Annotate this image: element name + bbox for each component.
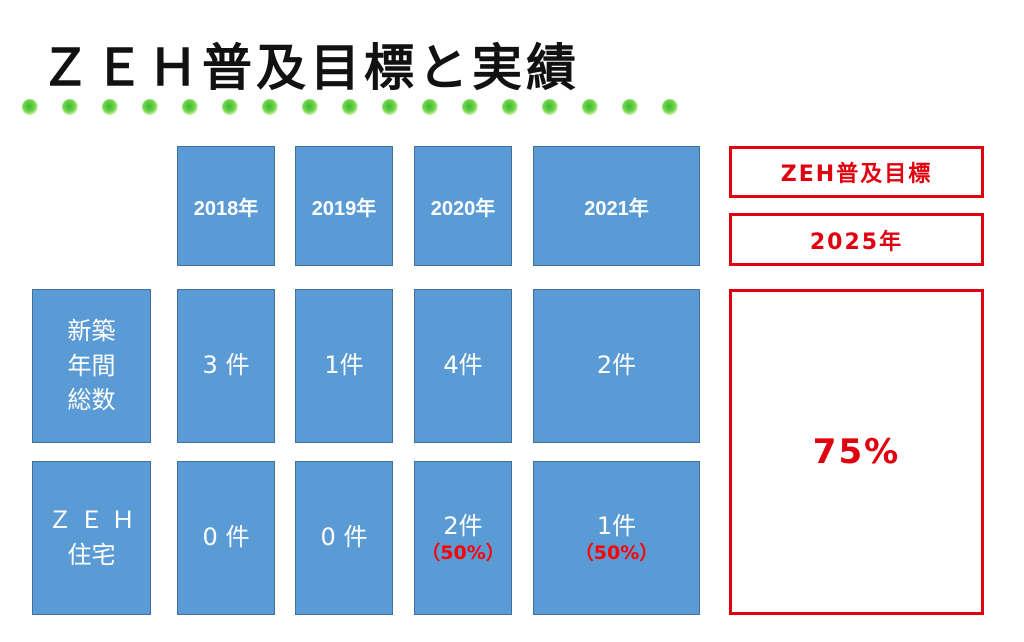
- new-builds-2019: 1件: [295, 289, 393, 443]
- target-heading-box: ZEH普及目標: [729, 146, 984, 198]
- count-value: 0 件: [202, 523, 250, 552]
- dotted-green-divider: [22, 96, 692, 120]
- year-header-label: 2021年: [584, 197, 649, 220]
- row-label-zeh-homes: Ｚ Ｅ Ｈ 住宅: [32, 461, 151, 615]
- year-header-2021: 2021年: [533, 146, 700, 266]
- zeh-homes-2020: 2件 （50%）: [414, 461, 512, 615]
- percentage-value: （50%）: [574, 542, 659, 565]
- year-header-2018: 2018年: [177, 146, 275, 266]
- count-value: 0 件: [320, 523, 368, 552]
- count-value: 2件: [443, 512, 483, 540]
- row-label-line: 住宅: [67, 541, 116, 569]
- row-label-line: 総数: [67, 386, 116, 415]
- year-header-2019: 2019年: [295, 146, 393, 266]
- target-rate-box: 75%: [729, 289, 984, 615]
- year-header-label: 2019年: [311, 197, 377, 220]
- zeh-homes-2018: 0 件: [177, 461, 275, 615]
- row-label-new-builds: 新築 年間 総数: [32, 289, 151, 443]
- year-header-label: 2020年: [430, 197, 496, 220]
- row-label-line: Ｚ Ｅ Ｈ: [47, 506, 136, 535]
- count-value: 3 件: [202, 351, 250, 380]
- year-header-2020: 2020年: [414, 146, 512, 266]
- target-heading: ZEH普及目標: [780, 162, 933, 187]
- year-header-label: 2018年: [193, 197, 259, 220]
- percentage-value: （50%）: [421, 542, 505, 565]
- new-builds-2021: 2件: [533, 289, 700, 443]
- row-label-line: 年間: [67, 351, 116, 380]
- count-value: 4件: [443, 351, 483, 380]
- target-year-box: 2025年: [729, 213, 984, 266]
- zeh-homes-2021: 1件 （50%）: [533, 461, 700, 615]
- count-value: 1件: [324, 351, 364, 380]
- new-builds-2020: 4件: [414, 289, 512, 443]
- count-value: 1件: [596, 512, 637, 540]
- row-label-line: 新築: [67, 316, 116, 345]
- new-builds-2018: 3 件: [177, 289, 275, 443]
- page-title: ＺＥＨ普及目標と実績: [40, 39, 580, 97]
- target-year: 2025年: [809, 229, 904, 255]
- count-value: 2件: [596, 351, 637, 380]
- target-rate: 75%: [812, 432, 901, 472]
- zeh-homes-2019: 0 件: [295, 461, 393, 615]
